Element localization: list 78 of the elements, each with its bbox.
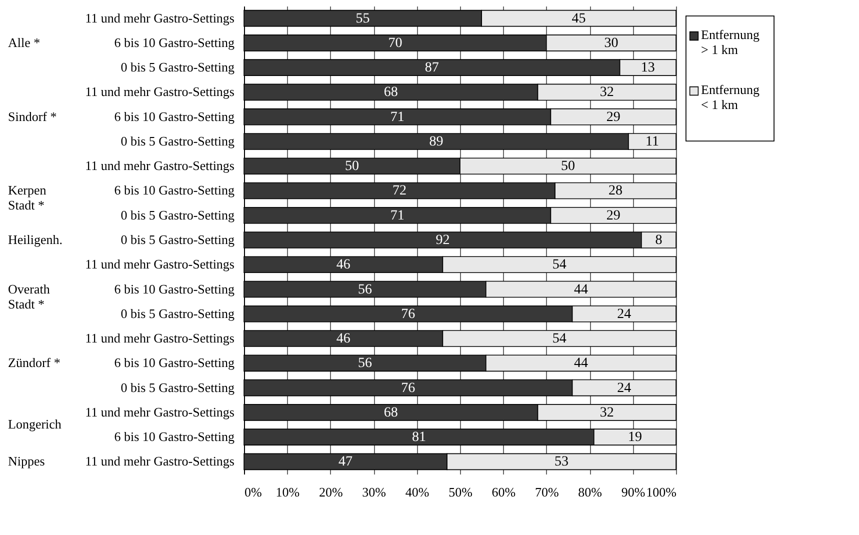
- data-label: 54: [552, 258, 566, 273]
- data-label: 54: [552, 332, 566, 347]
- x-tick-label: 30%: [362, 484, 386, 500]
- data-label: 87: [424, 60, 439, 76]
- x-tick-label: 90%: [621, 484, 646, 500]
- y-tick-label: 6 bis 10 Gastro-Setting: [114, 108, 235, 124]
- y-tick-label: 11 und mehr Gastro-Settings: [85, 84, 234, 100]
- y-tick-label: 0 bis 5 Gastro-Setting: [120, 133, 235, 148]
- y-tick-label: 6 bis 10 Gastro-Setting: [114, 429, 235, 444]
- y-tick-label: 6 bis 10 Gastro-Setting: [114, 34, 235, 50]
- data-label: 44: [574, 356, 588, 372]
- y-tick-label: 0 bis 5 Gastro-Setting: [120, 306, 235, 321]
- data-label: 76: [401, 306, 416, 322]
- data-label: 46: [336, 258, 350, 273]
- text: Overath Stadt *: [8, 281, 50, 312]
- data-label: 92: [436, 233, 450, 248]
- x-tick-label: 20%: [318, 484, 343, 500]
- data-label: 28: [608, 184, 623, 199]
- text: Nippes: [8, 454, 45, 469]
- data-label: 8: [655, 233, 662, 248]
- data-label: 68: [384, 85, 398, 100]
- data-label: 29: [606, 208, 620, 224]
- data-label: 70: [388, 36, 402, 51]
- data-label: 47: [338, 454, 353, 470]
- data-label: 45: [572, 11, 586, 26]
- y-tick-label: 11 und mehr Gastro-Settings: [85, 454, 234, 469]
- data-label: 55: [356, 11, 370, 26]
- data-label: 13: [640, 60, 655, 76]
- y-tick-label: 6 bis 10 Gastro-Setting: [114, 355, 235, 370]
- data-label: 89: [429, 134, 444, 150]
- data-label: 76: [401, 380, 416, 396]
- y-tick-label: 11 und mehr Gastro-Settings: [85, 330, 234, 346]
- x-tick-label: 40%: [405, 484, 430, 500]
- legend-label: Entfernung > 1 km: [701, 27, 760, 57]
- x-tick-label: 100%: [646, 484, 677, 500]
- y-tick-label: 0 bis 5 Gastro-Setting: [120, 60, 235, 75]
- x-tick-label: 10%: [276, 484, 300, 500]
- data-label: 32: [600, 85, 614, 100]
- data-label: 56: [358, 356, 372, 372]
- data-label: 30: [604, 36, 618, 51]
- y-tick-label: 11 und mehr Gastro-Settings: [85, 256, 234, 272]
- text: Sindorf *: [8, 108, 57, 124]
- y-tick-label: 0 bis 5 Gastro-Setting: [120, 380, 235, 395]
- x-tick-label: 0%: [244, 484, 262, 500]
- data-label: 71: [390, 110, 404, 125]
- data-label: 11: [646, 134, 659, 150]
- data-label: 46: [336, 332, 350, 347]
- text: Zündorf *: [8, 355, 60, 370]
- data-label: 44: [574, 282, 588, 298]
- data-label: 81: [412, 430, 426, 446]
- data-label: 56: [358, 282, 372, 298]
- y-tick-label: 6 bis 10 Gastro-Setting: [114, 182, 235, 198]
- data-label: 71: [390, 208, 404, 224]
- x-tick-label: 70%: [534, 484, 559, 500]
- text: Heiligenh.: [8, 232, 63, 247]
- y-tick-label: 0 bis 5 Gastro-Setting: [120, 232, 235, 247]
- data-label: 24: [617, 380, 632, 396]
- text: Kerpen Stadt *: [8, 182, 47, 213]
- x-tick-label: 60%: [492, 484, 516, 500]
- y-tick-label: 11 und mehr Gastro-Settings: [85, 158, 234, 174]
- data-label: 29: [606, 110, 620, 125]
- y-tick-label: 11 und mehr Gastro-Settings: [85, 404, 234, 420]
- data-label: 32: [600, 405, 614, 420]
- data-label: 19: [628, 430, 642, 446]
- text: Longerich: [8, 416, 62, 432]
- data-label: 68: [384, 405, 398, 420]
- y-tick-label: 0 bis 5 Gastro-Setting: [120, 207, 235, 222]
- text: Alle *: [8, 34, 40, 50]
- legend-label: Entfernung < 1 km: [701, 82, 760, 112]
- x-tick-label: 50%: [448, 484, 473, 500]
- data-label: 53: [554, 454, 569, 470]
- x-tick-label: 80%: [578, 484, 602, 500]
- data-label: 50: [561, 159, 575, 174]
- data-label: 24: [617, 306, 632, 322]
- data-label: 50: [345, 159, 359, 174]
- y-tick-label: 6 bis 10 Gastro-Setting: [114, 281, 235, 296]
- y-tick-label: 11 und mehr Gastro-Settings: [85, 10, 234, 26]
- data-label: 72: [392, 184, 407, 199]
